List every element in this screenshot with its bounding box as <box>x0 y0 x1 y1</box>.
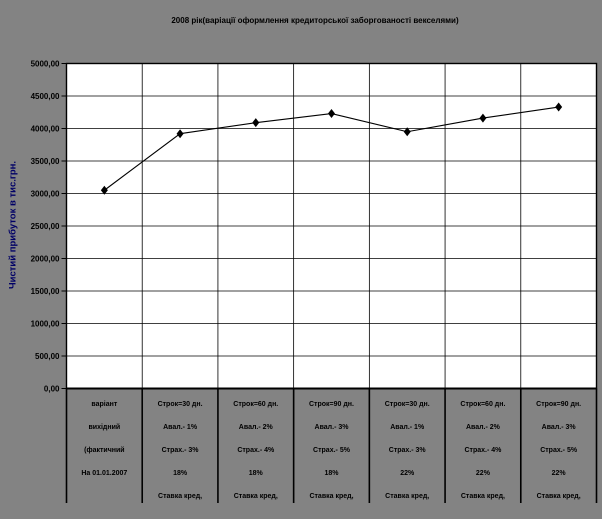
x-category-label-line: Авал.- 3% <box>542 424 577 431</box>
x-category-label-line: Строк=30 дн. <box>158 401 203 408</box>
x-category-label-line: Ставка кред, <box>158 493 202 500</box>
x-category-label-line: 18% <box>173 470 188 477</box>
y-tick-label: 500,00 <box>35 352 60 361</box>
x-category-label-line: вихідний <box>88 423 120 431</box>
y-tick-label: 2000,00 <box>31 254 60 263</box>
x-category-label-line: Ставка кред, <box>234 493 278 500</box>
x-category-label-line: Ставка кред, <box>537 493 581 500</box>
x-category-label-line: Строк=30 дн. <box>385 401 430 408</box>
data-point-marker <box>176 129 184 139</box>
x-category-label-line: Страх.- 5% <box>540 447 578 454</box>
y-tick-label: 0,00 <box>44 384 60 393</box>
x-category-label-line: 22% <box>400 470 415 477</box>
x-category-label-line: (фактичний <box>84 446 124 454</box>
x-category-label-line: Страх.- 3% <box>162 447 200 454</box>
x-category-label-line: Ставка кред, <box>309 493 353 500</box>
x-category-label-line: 22% <box>476 470 491 477</box>
data-point-marker <box>100 185 108 195</box>
x-category-label-line: 18% <box>324 470 339 477</box>
y-tick-label: 5000,00 <box>31 59 60 68</box>
x-category-label-line: 22% <box>552 470 567 477</box>
data-point-marker <box>403 127 411 137</box>
y-tick-label: 4500,00 <box>31 92 60 101</box>
x-category-label-line: 18% <box>249 470 264 477</box>
x-category-label-line: Авал.- 1% <box>390 424 425 431</box>
x-category-label-line: Страх.- 3% <box>389 447 427 454</box>
y-tick-label: 3000,00 <box>31 189 60 198</box>
y-tick-label: 4000,00 <box>31 124 60 133</box>
x-category-label-line: Строк=60 дн. <box>233 401 278 408</box>
y-tick-label: 1500,00 <box>31 287 60 296</box>
x-category-label-line: Страх.- 5% <box>313 447 351 454</box>
x-category-label-line: Ставка кред, <box>385 493 429 500</box>
data-point-marker <box>479 113 487 123</box>
x-category-label-line: варіант <box>91 400 117 408</box>
y-tick-label: 2500,00 <box>31 222 60 231</box>
x-category-label-line: Страх.- 4% <box>464 447 502 454</box>
x-category-label-line: Страх.- 4% <box>237 447 275 454</box>
data-point-marker <box>555 102 563 112</box>
x-category-label-line: Строк=60 дн. <box>460 401 505 408</box>
data-point-marker <box>252 118 260 128</box>
x-category-label-line: Авал.- 2% <box>239 424 274 431</box>
data-point-marker <box>328 109 335 119</box>
x-category-label-line: Авал.- 2% <box>466 424 501 431</box>
x-category-label-line: Строк=90 дн. <box>309 401 354 408</box>
y-tick-label: 3500,00 <box>31 157 60 166</box>
x-category-label-line: Строк=90 дн. <box>536 401 581 408</box>
y-tick-label: 1000,00 <box>31 319 60 328</box>
chart-title: 2008 рік(варіації оформлення кредиторськ… <box>171 16 459 25</box>
x-category-label-line: Ставка кред, <box>461 493 505 500</box>
x-category-label-line: На 01.01.2007 <box>81 470 127 477</box>
x-category-label-line: Авал.- 3% <box>315 424 350 431</box>
x-category-label-line: Авал.- 1% <box>163 424 198 431</box>
